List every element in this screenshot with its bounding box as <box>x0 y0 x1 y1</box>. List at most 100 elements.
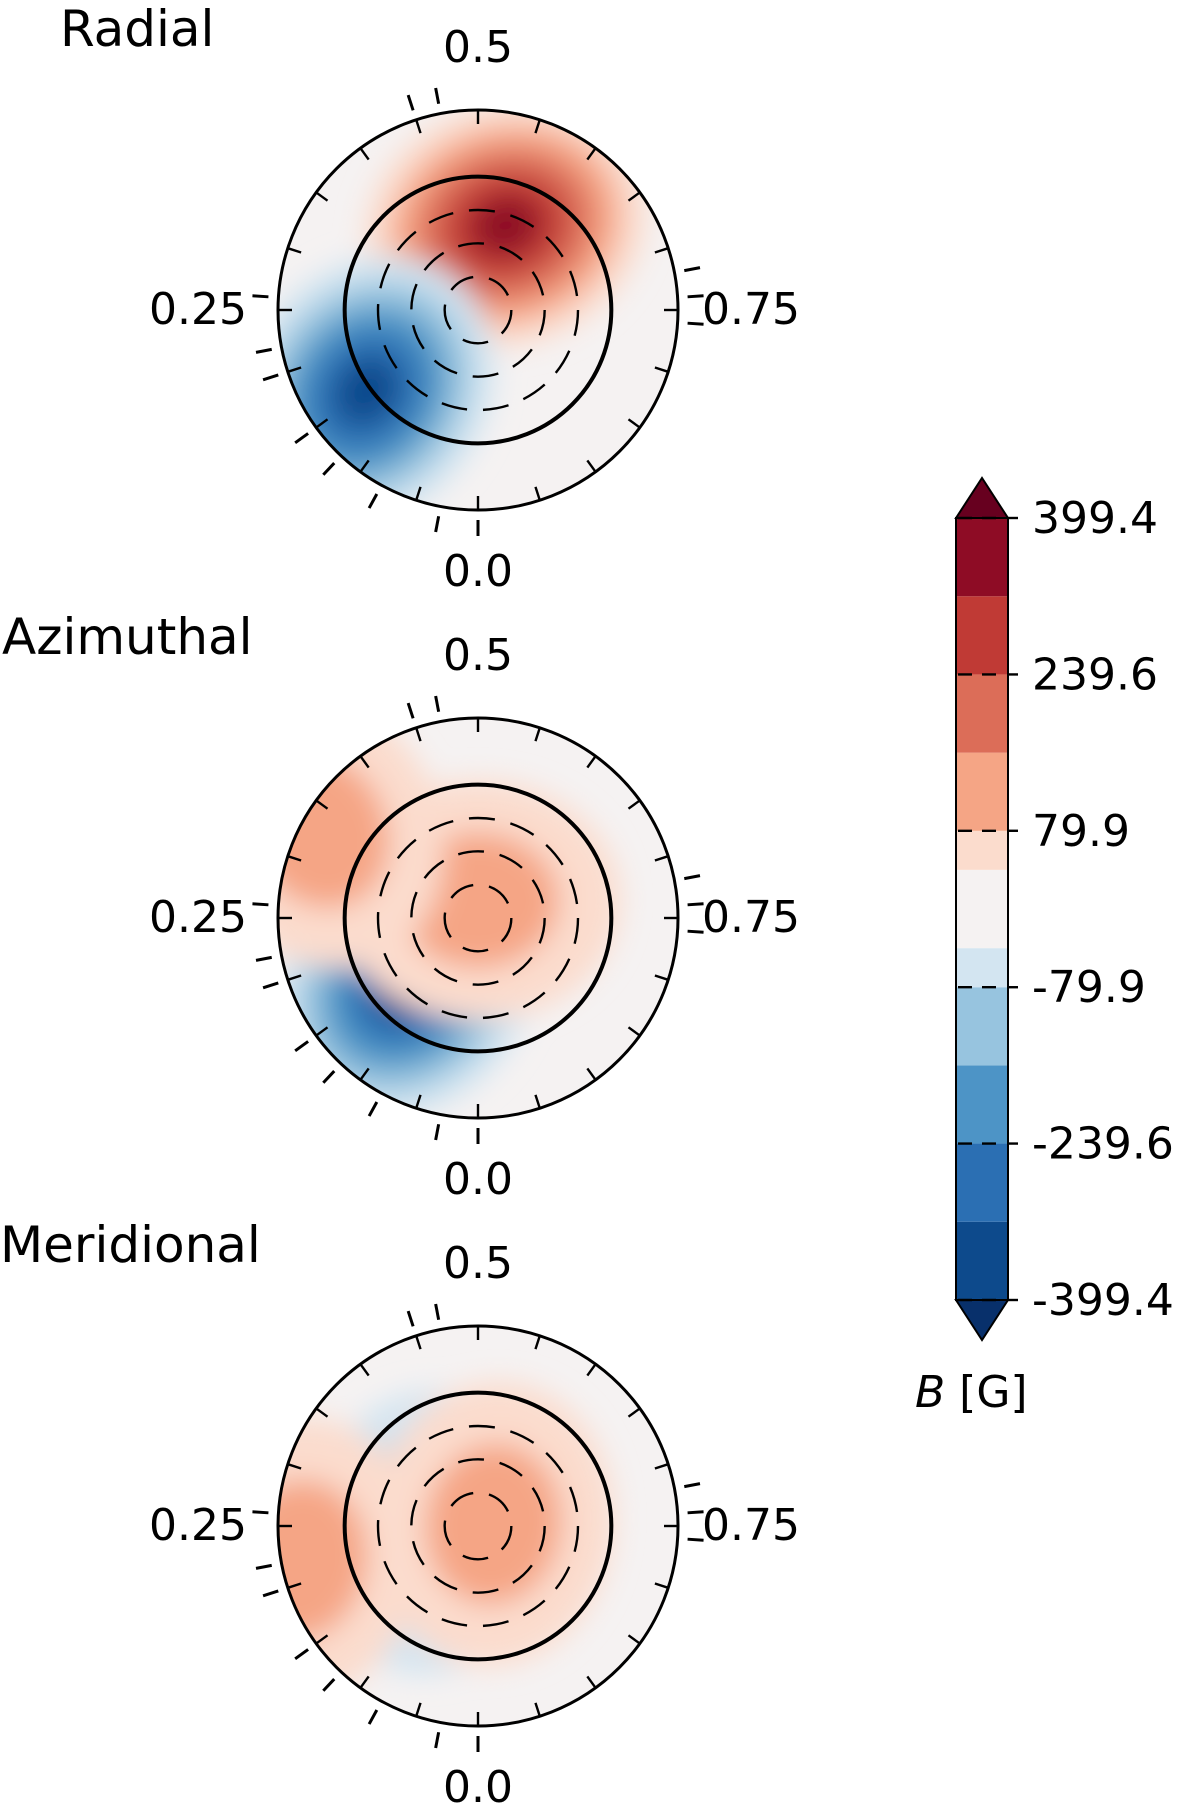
colorbar-extend-max <box>954 476 1010 519</box>
phase-tick <box>359 1067 370 1081</box>
meridional-map <box>252 1303 704 1752</box>
observation-phase-marker <box>294 1648 309 1661</box>
phase-tick <box>627 418 641 429</box>
phase-label-0.5-meridional: 0.5 <box>443 1238 513 1289</box>
phase-tick <box>359 755 370 769</box>
feature-band <box>425 1443 562 1605</box>
phase-tick <box>315 799 329 810</box>
phase-tick <box>627 1026 641 1037</box>
phase-tick <box>415 119 422 134</box>
phase-label-0.0-meridional: 0.0 <box>443 1762 513 1808</box>
colorbar-tick-label: 399.4 <box>1032 493 1158 544</box>
phase-tick <box>586 1363 597 1377</box>
colorbar-band <box>956 948 1008 988</box>
colorbar-extend-min <box>954 1299 1010 1342</box>
observation-phase-marker <box>294 432 309 445</box>
observation-phase-marker <box>683 874 701 881</box>
observation-phase-marker <box>294 1040 309 1053</box>
observation-phase-marker <box>252 294 269 299</box>
colorbar-label: B [G] <box>915 1367 1028 1418</box>
colorbar-tick-label: 79.9 <box>1032 806 1130 857</box>
colorbar-label-unit: [G] <box>945 1367 1027 1418</box>
latitude-ring-solid <box>342 174 614 446</box>
phase-tick <box>287 855 302 862</box>
colorbar-band <box>956 987 1008 1066</box>
phase-label-0.75-azimuthal: 0.75 <box>702 892 800 943</box>
phase-tick <box>654 1463 669 1470</box>
azimuthal-map <box>252 695 704 1144</box>
colorbar-tick-label: -79.9 <box>1032 962 1146 1013</box>
radial-map <box>252 87 704 536</box>
colorbar-band <box>956 1143 1008 1222</box>
latitude-ring-solid <box>342 782 614 1054</box>
observation-phase-marker <box>262 373 279 382</box>
phase-label-0.5-azimuthal: 0.5 <box>443 630 513 681</box>
observation-phase-marker <box>434 695 441 713</box>
phase-tick <box>415 1702 422 1717</box>
colorbar-band <box>956 1221 1008 1300</box>
panel-meridional: Meridional 0.5 0.25 0.75 0.0 <box>0 1216 800 1808</box>
phase-tick <box>315 191 329 202</box>
phase-tick <box>627 1634 641 1645</box>
observation-phase-marker <box>322 462 336 476</box>
phase-tick <box>315 1634 329 1645</box>
observation-phase-marker <box>687 1537 704 1542</box>
phase-tick <box>586 147 597 161</box>
observation-phase-marker <box>255 955 273 962</box>
panel-azimuthal: Azimuthal 0.5 0.25 0.75 0.0 <box>2 608 800 1205</box>
colorbar-ticks: 399.4 239.6 79.9 -79.9 -239.6 -399.4 <box>958 493 1174 1326</box>
observation-phase-marker <box>434 1123 441 1141</box>
latitude-ring-dashed <box>410 1458 546 1594</box>
observation-phase-marker <box>367 1709 379 1725</box>
phase-tick <box>627 799 641 810</box>
phase-tick <box>586 459 597 473</box>
phase-label-0.0-azimuthal: 0.0 <box>443 1154 513 1205</box>
phase-tick <box>654 974 669 981</box>
latitude-ring-dashed <box>443 275 513 345</box>
observation-phase-marker <box>367 493 379 509</box>
colorbar: 399.4 239.6 79.9 -79.9 -239.6 -399.4 B [G] <box>915 476 1174 1418</box>
phase-tick <box>287 1582 302 1589</box>
phase-tick <box>654 247 669 254</box>
observation-phase-marker <box>255 347 273 354</box>
phase-tick <box>359 147 370 161</box>
phase-tick <box>654 1582 669 1589</box>
colorbar-band <box>956 596 1008 675</box>
observation-phase-marker <box>255 1563 273 1570</box>
observation-phase-marker <box>252 1510 269 1515</box>
phase-tick <box>287 366 302 373</box>
colorbar-band <box>956 752 1008 831</box>
observation-phase-marker <box>406 1310 415 1327</box>
phase-tick <box>287 974 302 981</box>
phase-tick <box>534 1335 541 1350</box>
observation-phase-marker <box>434 87 441 105</box>
colorbar-bands <box>956 518 1008 1300</box>
phase-tick <box>534 486 541 501</box>
phase-tick <box>359 1675 370 1689</box>
phase-tick <box>415 1335 422 1350</box>
panel-title-meridional: Meridional <box>0 1216 261 1274</box>
observation-phase-marker <box>434 515 441 533</box>
phase-label-0.75-meridional: 0.75 <box>702 1500 800 1551</box>
observation-phase-marker <box>683 266 701 273</box>
phase-tick <box>415 727 422 742</box>
observation-phase-marker <box>434 1303 441 1321</box>
latitude-ring-dashed <box>376 816 580 1020</box>
feature-band <box>335 357 398 425</box>
panel-title-azimuthal: Azimuthal <box>2 608 253 666</box>
phase-label-0.25-meridional: 0.25 <box>149 1500 247 1551</box>
phase-label-0.25-radial: 0.25 <box>149 284 247 335</box>
phase-tick <box>586 1675 597 1689</box>
phase-label-0.75-radial: 0.75 <box>702 284 800 335</box>
phase-tick <box>586 755 597 769</box>
latitude-ring-dashed <box>376 208 580 412</box>
phase-tick <box>534 119 541 134</box>
observation-phase-marker <box>322 1070 336 1084</box>
observation-phase-marker <box>262 981 279 990</box>
observation-phase-marker <box>683 1482 701 1489</box>
phase-tick <box>534 727 541 742</box>
panel-title-radial: Radial <box>60 0 214 58</box>
latitude-ring-dashed <box>410 242 546 378</box>
phase-tick <box>627 191 641 202</box>
